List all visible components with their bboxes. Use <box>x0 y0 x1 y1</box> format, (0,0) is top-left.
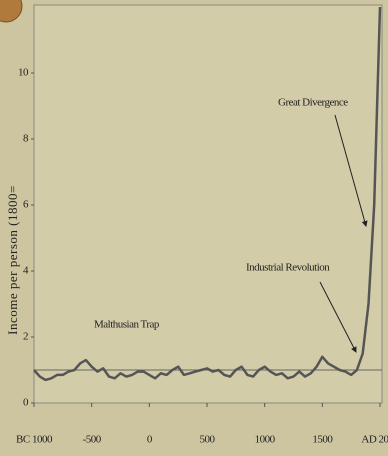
x-tick-label: 1500 <box>312 434 333 446</box>
plot-area <box>34 5 382 403</box>
x-tick-label: BC 1000 <box>16 434 53 446</box>
y-tick-label: 10 <box>18 67 29 79</box>
x-tick-label: 500 <box>200 434 216 446</box>
chart: Income per person (1800= Great Divergenc… <box>0 0 388 456</box>
annotation: Great Divergence <box>278 97 348 109</box>
y-tick-label: 2 <box>23 331 28 343</box>
x-tick-label: -500 <box>83 434 102 446</box>
x-tick-label: AD 2000 <box>361 434 388 446</box>
annotation: Malthusian Trap <box>94 319 160 331</box>
y-axis-label: Income per person (1800= <box>5 185 20 335</box>
annotation: Industrial Revolution <box>246 262 330 274</box>
x-tick-label: 1000 <box>255 434 276 446</box>
